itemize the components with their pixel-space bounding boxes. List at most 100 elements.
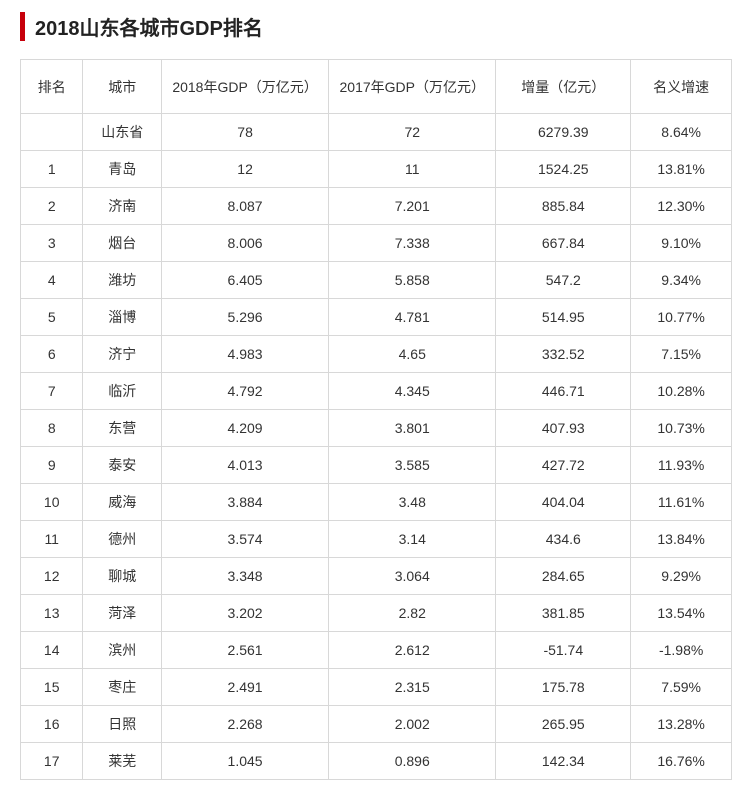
cell-rank: 6 (21, 336, 83, 373)
cell-inc: 332.52 (496, 336, 631, 373)
table-row: 12聊城3.3483.064284.659.29% (21, 558, 732, 595)
cell-rate: 13.81% (631, 151, 732, 188)
cell-rate: 10.73% (631, 410, 732, 447)
cell-rate: 8.64% (631, 114, 732, 151)
cell-inc: 547.2 (496, 262, 631, 299)
cell-rate: 10.28% (631, 373, 732, 410)
cell-gdp2017: 0.896 (329, 743, 496, 780)
cell-city: 青岛 (83, 151, 162, 188)
cell-city: 山东省 (83, 114, 162, 151)
cell-gdp2017: 5.858 (329, 262, 496, 299)
cell-gdp2017: 3.801 (329, 410, 496, 447)
cell-rank: 2 (21, 188, 83, 225)
cell-gdp2017: 7.201 (329, 188, 496, 225)
cell-city: 临沂 (83, 373, 162, 410)
cell-gdp2018: 2.561 (161, 632, 328, 669)
table-header-row: 排名 城市 2018年GDP（万亿元） 2017年GDP（万亿元） 增量（亿元）… (21, 60, 732, 114)
cell-city: 莱芜 (83, 743, 162, 780)
page-container: 2018山东各城市GDP排名 排名 城市 2018年GDP（万亿元） 2017年… (0, 0, 752, 800)
cell-gdp2018: 5.296 (161, 299, 328, 336)
col-rank: 排名 (21, 60, 83, 114)
cell-inc: 427.72 (496, 447, 631, 484)
cell-gdp2018: 3.348 (161, 558, 328, 595)
cell-rate: 13.84% (631, 521, 732, 558)
cell-gdp2018: 4.983 (161, 336, 328, 373)
cell-rank: 11 (21, 521, 83, 558)
cell-city: 泰安 (83, 447, 162, 484)
cell-gdp2017: 2.612 (329, 632, 496, 669)
table-row: 8东营4.2093.801407.9310.73% (21, 410, 732, 447)
cell-rank: 12 (21, 558, 83, 595)
table-row: 17莱芜1.0450.896142.3416.76% (21, 743, 732, 780)
cell-gdp2017: 3.14 (329, 521, 496, 558)
cell-city: 烟台 (83, 225, 162, 262)
cell-gdp2018: 3.574 (161, 521, 328, 558)
cell-gdp2018: 8.006 (161, 225, 328, 262)
cell-rate: 9.34% (631, 262, 732, 299)
cell-city: 淄博 (83, 299, 162, 336)
table-row: 9泰安4.0133.585427.7211.93% (21, 447, 732, 484)
cell-gdp2018: 3.202 (161, 595, 328, 632)
table-row: 山东省78726279.398.64% (21, 114, 732, 151)
gdp-table: 排名 城市 2018年GDP（万亿元） 2017年GDP（万亿元） 增量（亿元）… (20, 59, 732, 780)
cell-gdp2017: 2.002 (329, 706, 496, 743)
cell-gdp2018: 4.013 (161, 447, 328, 484)
cell-inc: 1524.25 (496, 151, 631, 188)
cell-city: 威海 (83, 484, 162, 521)
cell-rank: 1 (21, 151, 83, 188)
col-inc: 增量（亿元） (496, 60, 631, 114)
cell-city: 日照 (83, 706, 162, 743)
table-row: 5淄博5.2964.781514.9510.77% (21, 299, 732, 336)
cell-gdp2018: 2.268 (161, 706, 328, 743)
col-gdp2017: 2017年GDP（万亿元） (329, 60, 496, 114)
cell-rate: 13.28% (631, 706, 732, 743)
cell-inc: 142.34 (496, 743, 631, 780)
cell-gdp2017: 3.064 (329, 558, 496, 595)
cell-rate: 11.93% (631, 447, 732, 484)
cell-gdp2018: 2.491 (161, 669, 328, 706)
cell-gdp2018: 8.087 (161, 188, 328, 225)
table-row: 16日照2.2682.002265.9513.28% (21, 706, 732, 743)
table-row: 1青岛12111524.2513.81% (21, 151, 732, 188)
cell-gdp2018: 12 (161, 151, 328, 188)
cell-inc: 404.04 (496, 484, 631, 521)
cell-inc: 175.78 (496, 669, 631, 706)
cell-city: 潍坊 (83, 262, 162, 299)
table-row: 6济宁4.9834.65332.527.15% (21, 336, 732, 373)
table-row: 15枣庄2.4912.315175.787.59% (21, 669, 732, 706)
cell-inc: -51.74 (496, 632, 631, 669)
cell-gdp2017: 2.315 (329, 669, 496, 706)
table-row: 11德州3.5743.14434.613.84% (21, 521, 732, 558)
table-row: 10威海3.8843.48404.0411.61% (21, 484, 732, 521)
cell-gdp2018: 78 (161, 114, 328, 151)
table-row: 13菏泽3.2022.82381.8513.54% (21, 595, 732, 632)
cell-rate: 7.59% (631, 669, 732, 706)
cell-gdp2017: 2.82 (329, 595, 496, 632)
cell-gdp2017: 3.585 (329, 447, 496, 484)
cell-gdp2017: 3.48 (329, 484, 496, 521)
cell-rank: 5 (21, 299, 83, 336)
cell-rank: 13 (21, 595, 83, 632)
cell-rank: 15 (21, 669, 83, 706)
cell-rate: 11.61% (631, 484, 732, 521)
table-row: 7临沂4.7924.345446.7110.28% (21, 373, 732, 410)
col-gdp2018: 2018年GDP（万亿元） (161, 60, 328, 114)
cell-inc: 381.85 (496, 595, 631, 632)
cell-inc: 265.95 (496, 706, 631, 743)
title-bar: 2018山东各城市GDP排名 (20, 12, 732, 41)
cell-gdp2017: 4.781 (329, 299, 496, 336)
table-row: 2济南8.0877.201885.8412.30% (21, 188, 732, 225)
cell-gdp2018: 4.209 (161, 410, 328, 447)
cell-inc: 885.84 (496, 188, 631, 225)
cell-rate: 12.30% (631, 188, 732, 225)
cell-rate: 16.76% (631, 743, 732, 780)
cell-rank: 3 (21, 225, 83, 262)
cell-rate: 10.77% (631, 299, 732, 336)
cell-inc: 667.84 (496, 225, 631, 262)
cell-rank: 16 (21, 706, 83, 743)
cell-city: 东营 (83, 410, 162, 447)
cell-inc: 514.95 (496, 299, 631, 336)
cell-rank: 8 (21, 410, 83, 447)
cell-city: 菏泽 (83, 595, 162, 632)
cell-gdp2017: 4.65 (329, 336, 496, 373)
